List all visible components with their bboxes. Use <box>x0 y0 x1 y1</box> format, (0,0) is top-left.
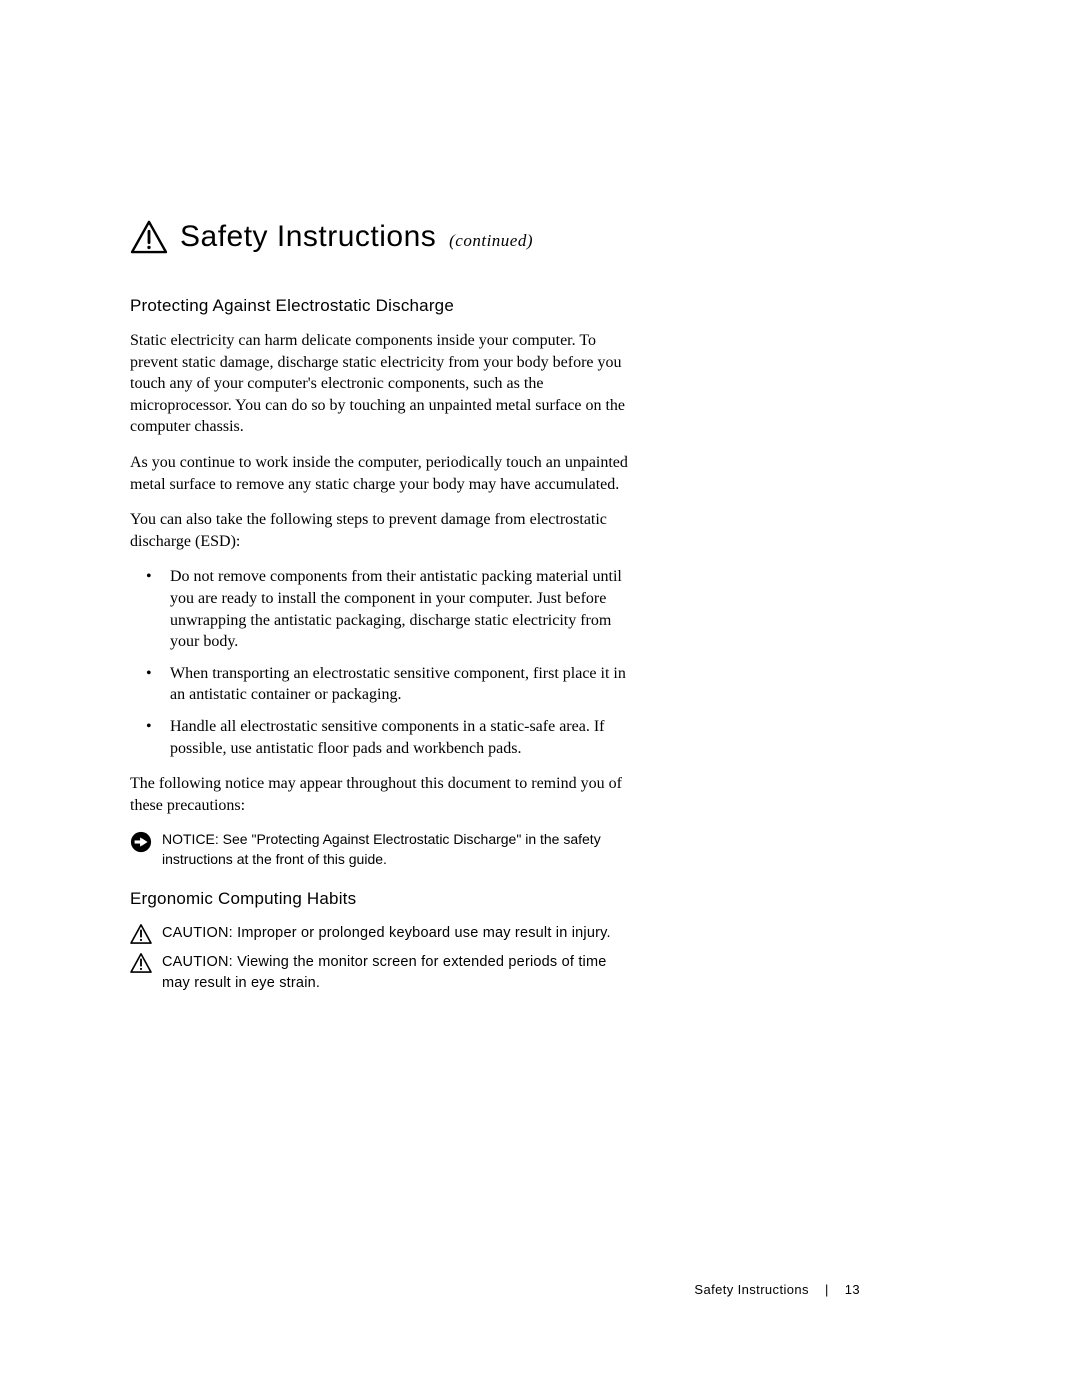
caution-triangle-icon <box>130 953 152 973</box>
title-continued: (continued) <box>449 231 533 250</box>
caution-block: CAUTION: Improper or prolonged keyboard … <box>130 923 630 944</box>
caution-body: Improper or prolonged keyboard use may r… <box>233 925 611 941</box>
notice-text: NOTICE: See "Protecting Against Electros… <box>162 830 630 869</box>
list-item: When transporting an electrostatic sensi… <box>170 663 630 706</box>
footer-separator: | <box>825 1282 829 1297</box>
list-item: Handle all electrostatic sensitive compo… <box>170 716 630 759</box>
caution-label: CAUTION: <box>162 925 233 941</box>
page-title: Safety Instructions (continued) <box>180 220 533 254</box>
notice-arrow-icon <box>130 831 152 853</box>
title-row: Safety Instructions (continued) <box>130 220 630 254</box>
bullet-list: Do not remove components from their anti… <box>130 566 630 759</box>
body-paragraph: As you continue to work inside the compu… <box>130 452 630 495</box>
caution-text: CAUTION: Improper or prolonged keyboard … <box>162 923 611 943</box>
caution-triangle-icon <box>130 924 152 944</box>
notice-body: See "Protecting Against Electrostatic Di… <box>162 831 601 867</box>
body-paragraph: Static electricity can harm delicate com… <box>130 330 630 438</box>
caution-block: CAUTION: Viewing the monitor screen for … <box>130 952 630 993</box>
notice-block: NOTICE: See "Protecting Against Electros… <box>130 830 630 869</box>
caution-label: CAUTION: <box>162 954 233 970</box>
body-paragraph: The following notice may appear througho… <box>130 773 630 816</box>
body-paragraph: You can also take the following steps to… <box>130 509 630 552</box>
caution-text: CAUTION: Viewing the monitor screen for … <box>162 952 630 993</box>
list-item: Do not remove components from their anti… <box>170 566 630 652</box>
page-footer: Safety Instructions | 13 <box>694 1282 860 1297</box>
section-heading-esd: Protecting Against Electrostatic Dischar… <box>130 296 630 316</box>
notice-label: NOTICE: <box>162 831 219 847</box>
warning-triangle-icon <box>130 220 168 254</box>
document-page: Safety Instructions (continued) Protecti… <box>0 0 760 993</box>
footer-page-number: 13 <box>845 1282 860 1297</box>
footer-section: Safety Instructions <box>694 1282 809 1297</box>
section-heading-ergonomic: Ergonomic Computing Habits <box>130 889 630 909</box>
title-main: Safety Instructions <box>180 220 436 253</box>
